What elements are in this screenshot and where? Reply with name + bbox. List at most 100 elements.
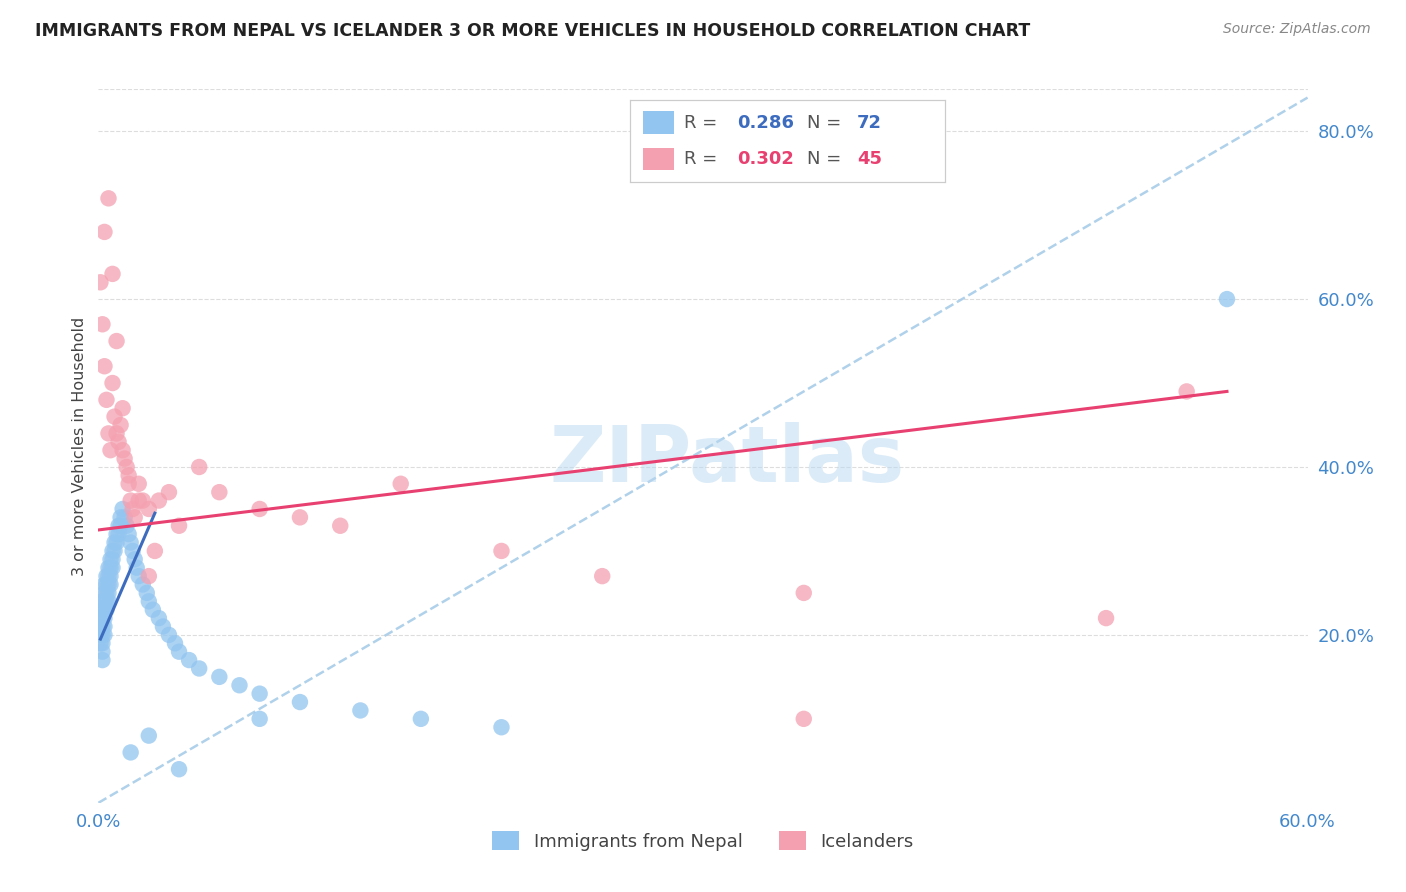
Point (93, 611, 115, 625)
Point (107, 518, 129, 533)
Point (93, 619, 115, 633)
Point (93, 628, 115, 642)
Point (97, 586, 120, 600)
Point (107, 527, 129, 541)
Point (125, 560, 148, 574)
Legend: Immigrants from Nepal, Icelanders: Immigrants from Nepal, Icelanders (485, 824, 921, 858)
Point (118, 527, 141, 541)
Point (89, 611, 111, 625)
Point (91, 318, 114, 332)
Point (105, 426, 128, 441)
Point (118, 476, 141, 491)
Point (93, 603, 115, 617)
Point (591, 569, 613, 583)
Point (91, 645, 114, 659)
Point (96, 586, 118, 600)
Point (389, 476, 412, 491)
Point (349, 703, 371, 717)
Point (128, 569, 150, 583)
Point (118, 468, 141, 483)
Point (120, 535, 142, 549)
Point (89, 628, 111, 642)
Point (93, 594, 115, 608)
Point (97, 191, 120, 205)
Point (89, 275, 111, 289)
Point (138, 502, 160, 516)
Point (288, 510, 311, 524)
Point (100, 552, 122, 566)
Point (101, 544, 124, 558)
Point (148, 611, 170, 625)
Point (93, 225, 115, 239)
Point (329, 518, 352, 533)
Point (111, 443, 134, 458)
Point (110, 518, 132, 533)
Point (107, 434, 129, 449)
Point (93, 586, 115, 600)
Point (105, 535, 128, 549)
Point (132, 493, 155, 508)
Point (152, 619, 174, 633)
Point (97, 560, 120, 574)
Point (91, 628, 114, 642)
Point (93, 577, 115, 591)
Point (96, 603, 118, 617)
Point (96, 594, 118, 608)
Point (110, 417, 132, 432)
Point (793, 712, 815, 726)
Point (101, 267, 124, 281)
Point (409, 712, 432, 726)
Point (97, 426, 120, 441)
Point (188, 460, 211, 475)
Point (121, 544, 143, 558)
Point (1095, 611, 1118, 625)
Point (288, 695, 311, 709)
Point (1216, 292, 1239, 306)
Y-axis label: 3 or more Vehicles in Household: 3 or more Vehicles in Household (72, 317, 87, 575)
Point (491, 544, 513, 558)
Point (208, 485, 231, 500)
Point (163, 636, 186, 650)
Point (157, 628, 180, 642)
Point (100, 560, 122, 574)
Point (138, 594, 160, 608)
Point (491, 720, 513, 734)
Point (228, 678, 250, 692)
Point (103, 409, 125, 424)
Point (157, 485, 180, 500)
Point (128, 476, 150, 491)
Point (124, 510, 146, 524)
Point (96, 569, 118, 583)
Point (135, 586, 157, 600)
Point (120, 493, 142, 508)
Point (179, 653, 201, 667)
Point (91, 603, 114, 617)
Point (97, 594, 120, 608)
Point (96, 577, 118, 591)
Point (143, 544, 166, 558)
Point (115, 460, 138, 475)
Point (101, 376, 124, 390)
Point (167, 645, 190, 659)
Point (114, 510, 136, 524)
Point (148, 493, 170, 508)
Point (96, 392, 118, 407)
Point (249, 712, 271, 726)
Point (100, 443, 122, 458)
Point (93, 359, 115, 374)
Point (208, 670, 231, 684)
Point (188, 661, 211, 675)
Point (91, 594, 114, 608)
Point (100, 577, 122, 591)
Point (91, 636, 114, 650)
Point (89, 636, 111, 650)
Point (97, 577, 120, 591)
Point (100, 569, 122, 583)
Point (110, 510, 132, 524)
Point (101, 560, 124, 574)
Point (91, 619, 114, 633)
Point (167, 518, 190, 533)
Point (124, 552, 146, 566)
Point (120, 746, 142, 760)
Point (128, 493, 150, 508)
